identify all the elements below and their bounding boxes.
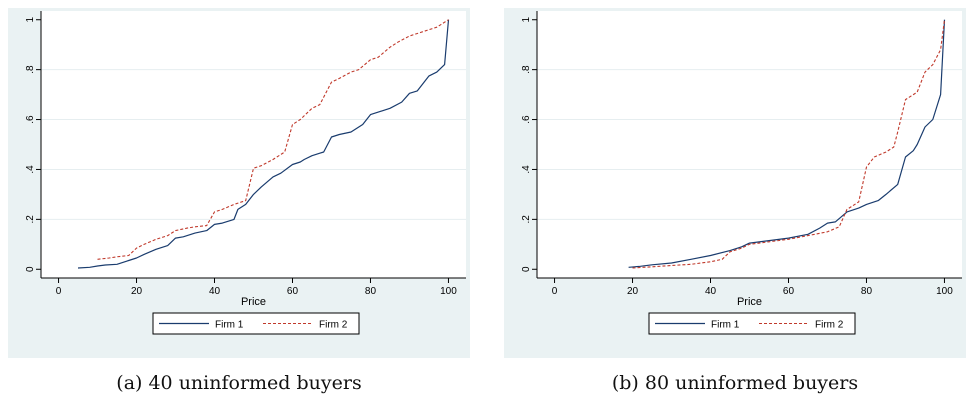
- chart-a-svg: 0 .2 .4 .6 .8 1 0 20 40 60 80 100 Price Firm 1 Firm 2: [25, 11, 466, 335]
- legend-label-firm-2: Firm 2: [815, 320, 844, 331]
- x-tick-label: 20: [131, 286, 143, 297]
- x-tick-label: 100: [936, 286, 953, 297]
- y-tick-label: .4: [521, 165, 532, 174]
- plot-area: [41, 11, 466, 278]
- y-tick-label: .6: [521, 115, 532, 124]
- x-axis-title: Price: [737, 296, 762, 308]
- x-tick-label: 0: [552, 286, 558, 297]
- x-tick-label: 60: [287, 286, 299, 297]
- x-tick-label: 0: [56, 286, 62, 297]
- x-tick-label: 40: [705, 286, 717, 297]
- y-tick-label: .2: [25, 215, 36, 224]
- series-line-firm-1: [628, 19, 946, 268]
- series-line-firm-2: [632, 19, 946, 269]
- y-tick-label: .2: [521, 215, 532, 224]
- x-tick-label: 20: [627, 286, 639, 297]
- chart-panel-b: 0 .2 .4 .6 .8 1 0 20 40 60 80 100 Price Firm 1 Firm 2: [504, 8, 966, 358]
- y-tick-label: .4: [25, 165, 36, 174]
- x-tick-label: 40: [209, 286, 221, 297]
- legend-label-firm-2: Firm 2: [319, 320, 348, 331]
- plot-area: [537, 11, 962, 278]
- legend-box: [152, 312, 360, 335]
- y-tick-label: 0: [25, 266, 36, 272]
- chart-b-svg: 0 .2 .4 .6 .8 1 0 20 40 60 80 100 Price Firm 1 Firm 2: [521, 11, 962, 335]
- x-tick-label: 100: [440, 286, 457, 297]
- y-tick-label: .8: [25, 65, 36, 74]
- series-line-firm-1: [77, 19, 450, 269]
- y-tick-label: 1: [25, 17, 36, 23]
- chart-panel-a: 0 .2 .4 .6 .8 1 0 20 40 60 80 100 Price Firm 1 Firm 2: [8, 8, 470, 358]
- legend-label-firm-1: Firm 1: [215, 320, 244, 331]
- caption-a: (a) 40 uninformed buyers: [116, 372, 362, 394]
- legend-box: [648, 312, 856, 335]
- x-tick-label: 80: [365, 286, 377, 297]
- y-tick-label: .6: [25, 115, 36, 124]
- y-tick-label: 0: [521, 266, 532, 272]
- y-tick-label: 1: [521, 17, 532, 23]
- x-axis-title: Price: [241, 296, 266, 308]
- y-tick-label: .8: [521, 65, 532, 74]
- x-tick-label: 80: [861, 286, 873, 297]
- legend-label-firm-1: Firm 1: [711, 320, 740, 331]
- x-tick-label: 60: [783, 286, 795, 297]
- series-line-firm-2: [97, 19, 449, 260]
- caption-b: (b) 80 uninformed buyers: [611, 372, 859, 394]
